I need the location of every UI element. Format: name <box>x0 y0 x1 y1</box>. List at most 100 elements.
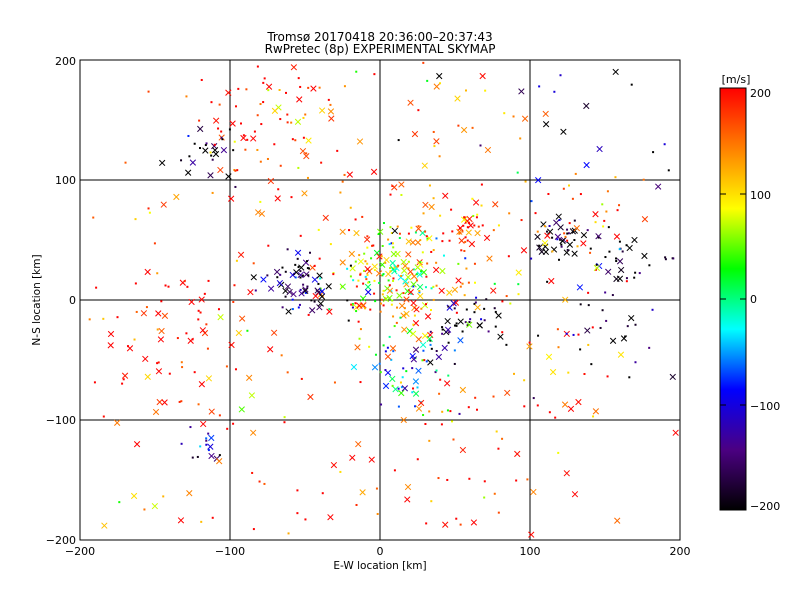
scatter-point-dot <box>450 208 453 211</box>
scatter-point-dot <box>263 482 266 485</box>
scatter-point-dot <box>378 362 381 365</box>
scatter-point-cross <box>528 531 535 538</box>
scatter-point-cross <box>470 519 478 526</box>
scatter-point-cross <box>612 68 619 76</box>
scatter-point-dot <box>221 138 224 141</box>
scatter-point-dot <box>362 282 365 285</box>
scatter-point-dot <box>432 298 435 301</box>
scatter-point-cross <box>208 434 215 442</box>
scatter-point-dot <box>497 447 500 450</box>
scatter-point-dot <box>302 116 305 119</box>
scatter-point-cross <box>576 284 584 291</box>
chart-subtitle: RwPretec (8p) EXPERIMENTAL SKYMAP <box>265 42 496 56</box>
scatter-point-dot <box>197 309 200 312</box>
scatter-point-dot <box>296 512 299 515</box>
scatter-point-dot <box>422 61 425 64</box>
scatter-point-cross <box>301 190 308 197</box>
scatter-point-cross <box>409 330 417 337</box>
scatter-point-cross <box>404 483 412 491</box>
scatter-point-dot <box>313 264 316 267</box>
scatter-point-dot <box>558 258 561 261</box>
scatter-point-dot <box>382 273 385 276</box>
scatter-point-cross <box>255 209 262 216</box>
scatter-point-cross <box>439 267 446 275</box>
scatter-point-dot <box>630 83 633 86</box>
scatter-point-cross <box>520 247 528 254</box>
scatter-point-dot <box>424 230 427 233</box>
scatter-point-dot <box>367 281 370 284</box>
scatter-point-dot <box>305 152 308 155</box>
scatter-point-dot <box>357 320 360 323</box>
scatter-point-dot <box>407 267 410 270</box>
scatter-point-cross <box>144 373 151 380</box>
scatter-point-dot <box>461 330 464 333</box>
scatter-point-cross <box>189 159 197 166</box>
scatter-point-cross <box>455 277 462 284</box>
scatter-point-dot <box>205 439 208 442</box>
scatter-point-cross <box>560 128 567 135</box>
scatter-point-dot <box>438 155 441 158</box>
scatter-point-dot <box>389 193 392 196</box>
scatter-point-cross <box>426 335 433 343</box>
scatter-point-cross <box>409 352 416 360</box>
scatter-point-dot <box>513 372 516 375</box>
scatter-point-dot <box>133 338 136 341</box>
scatter-point-cross <box>327 108 335 115</box>
scatter-point-dot <box>389 226 392 229</box>
scatter-point-dot <box>378 281 381 284</box>
scatter-point-dot <box>286 371 289 374</box>
scatter-point-dot <box>594 268 597 271</box>
scatter-point-dot <box>328 308 331 311</box>
scatter-point-dot <box>352 279 355 282</box>
scatter-point-dot <box>374 300 377 303</box>
scatter-point-dot <box>317 282 320 285</box>
scatter-point-dot <box>186 285 189 288</box>
scatter-point-dot <box>483 319 486 322</box>
colorbar-tick-label: 100 <box>750 189 771 202</box>
scatter-point-dot <box>348 229 351 232</box>
scatter-point-cross <box>596 145 603 153</box>
colorbar-ticks <box>720 87 746 511</box>
scatter-point-cross <box>626 244 633 252</box>
scatter-point-cross <box>446 289 453 296</box>
scatter-point-dot <box>387 238 390 241</box>
scatter-point-dot <box>187 134 190 137</box>
scatter-point-dot <box>134 218 137 221</box>
scatter-point-dot <box>235 259 238 262</box>
scatter-point-dot <box>290 121 293 124</box>
scatter-point-dot <box>442 232 445 235</box>
scatter-point-dot <box>205 142 208 145</box>
scatter-point-dot <box>435 261 438 264</box>
scatter-point-dot <box>386 346 389 349</box>
scatter-point-dot <box>465 89 468 92</box>
scatter-point-dot <box>286 121 289 124</box>
scatter-point-cross <box>325 283 332 290</box>
scatter-point-dot <box>424 303 427 306</box>
colorbar-tick-label: 0 <box>750 293 757 306</box>
scatter-point-dot <box>447 374 450 377</box>
scatter-point-dot <box>573 239 576 242</box>
scatter-point-dot <box>471 126 474 129</box>
scatter-point-dot <box>606 375 609 378</box>
scatter-point-dot <box>451 230 454 233</box>
scatter-point-dot <box>516 171 519 174</box>
scatter-point-dot <box>626 325 629 328</box>
scatter-point-dot <box>426 79 429 82</box>
scatter-point-dot <box>560 243 563 246</box>
scatter-point-cross <box>530 488 537 496</box>
scatter-point-dot <box>234 169 237 172</box>
scatter-point-dot <box>407 232 410 235</box>
scatter-point-dot <box>400 275 403 278</box>
scatter-point-dot <box>393 469 396 472</box>
scatter-point-cross <box>641 252 648 260</box>
scatter-point-cross <box>398 389 405 397</box>
scatter-point-cross <box>217 314 224 321</box>
scatter-point-dot <box>415 273 418 276</box>
scatter-point-dot <box>167 285 170 288</box>
scatter-point-dot <box>313 300 316 303</box>
scatter-point-dot <box>339 191 342 194</box>
scatter-point-cross <box>443 380 451 387</box>
scatter-point-dot <box>304 113 307 116</box>
scatter-point-dot <box>553 90 556 93</box>
scatter-point-cross <box>427 359 434 366</box>
